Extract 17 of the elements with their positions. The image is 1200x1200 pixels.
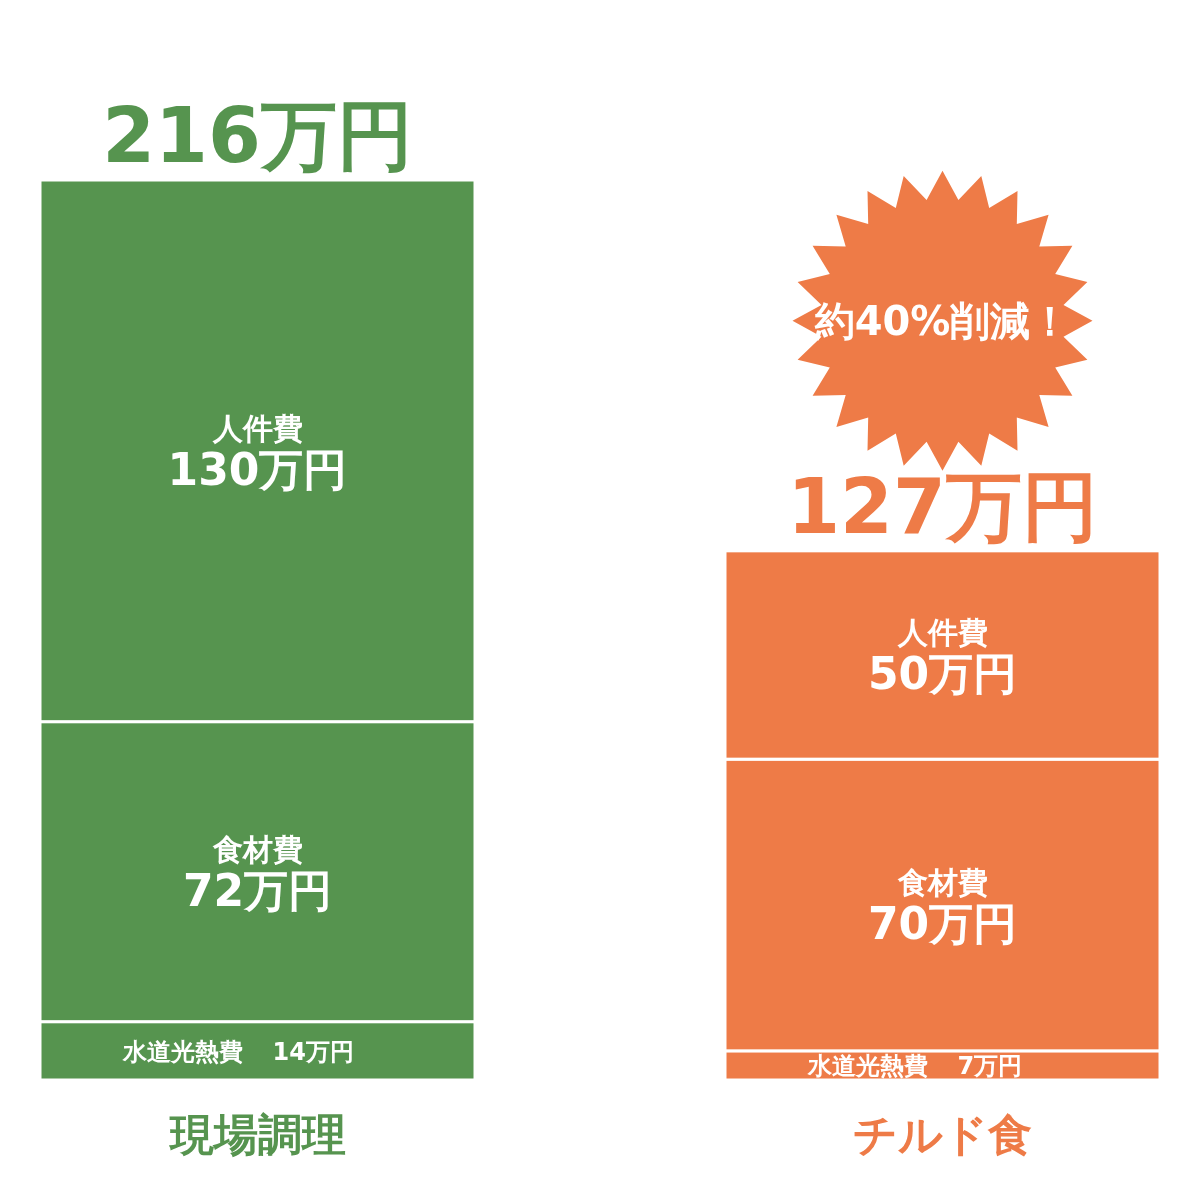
text: 食材費 (212, 831, 303, 867)
data-label: 50万円 (867, 648, 1018, 699)
data-label: 7万円 (957, 1052, 1023, 1081)
series-label: 水道光熱費 (806, 1052, 928, 1081)
annotation: 約40%削減！ (813, 297, 1071, 344)
x-tick-label: 現場調理 (167, 1109, 346, 1160)
total-label: 127万円 (787, 461, 1098, 551)
x-tick-label: チルド食 (853, 1109, 1032, 1160)
data-label: 72万円 (182, 864, 333, 916)
data-label: 70万円 (867, 898, 1018, 949)
series-label: 人件費 (896, 615, 988, 650)
text: 水道光熱費 (122, 1037, 243, 1066)
series-label: 食材費 (896, 865, 988, 900)
data-label: 130万円 (167, 443, 348, 495)
data-label: 14万円 (272, 1037, 354, 1066)
text: 人件費 (212, 410, 303, 446)
total-label: 216万円 (102, 91, 413, 180)
